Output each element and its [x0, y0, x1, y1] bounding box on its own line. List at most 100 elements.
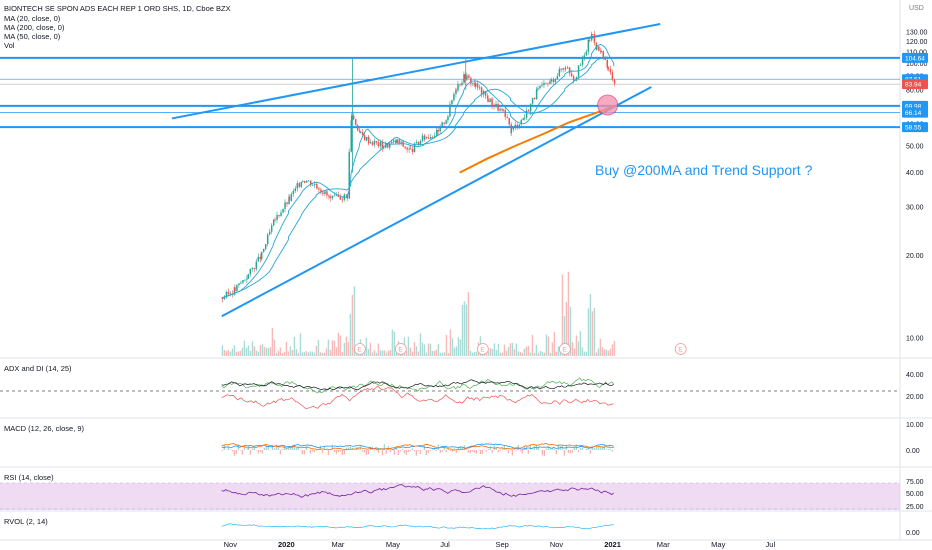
indicator-vol[interactable]: Vol [4, 41, 15, 50]
ma-line-0 [221, 44, 615, 299]
volume-bar [453, 347, 456, 356]
volume-bar [313, 352, 316, 356]
indicator-ma20[interactable]: MA (20, close, 0) [4, 14, 61, 23]
candle-body [259, 256, 262, 260]
candle-body [331, 195, 334, 199]
rsi-y-tick: 75.00 [906, 479, 924, 486]
candle-body [512, 126, 514, 130]
candle-body [322, 192, 324, 194]
x-tick-label: May [386, 540, 400, 549]
candle-body [428, 137, 430, 139]
candle-body [264, 244, 267, 249]
volume-bar [385, 352, 388, 356]
macd-histogram-bar [507, 450, 510, 454]
candle-body [225, 291, 228, 298]
candle-body [348, 151, 350, 199]
candle-body [562, 68, 564, 70]
y-tick-label: 20.00 [906, 253, 924, 260]
candle-body [268, 231, 271, 235]
x-tick-label: Nov [550, 540, 564, 549]
volume-bar [407, 336, 410, 356]
candle-body [408, 148, 410, 150]
earnings-marker-label: E [398, 347, 403, 354]
indicator-ma200[interactable]: MA (200, close, 0) [4, 23, 65, 32]
macd-histogram-bar [513, 448, 516, 450]
macd-histogram-bar [275, 444, 278, 450]
macd-histogram-bar [529, 444, 532, 450]
macd-title[interactable]: MACD (12, 26, close, 9) [4, 424, 85, 433]
macd-histogram-bar [363, 450, 366, 453]
candle-body [326, 191, 328, 196]
adx-title[interactable]: ADX and DI (14, 25) [4, 364, 72, 373]
candle-body [282, 208, 284, 213]
candle-body [242, 280, 244, 283]
candle-body [593, 34, 596, 43]
macd-histogram-bar [567, 450, 570, 453]
macd-histogram-bar [449, 450, 452, 452]
macd-histogram-bar [581, 447, 584, 450]
candle-body [451, 100, 453, 105]
volume-bar [353, 286, 356, 356]
volume-bar [501, 352, 504, 356]
macd-histogram-bar [451, 450, 454, 452]
candle-body [379, 141, 382, 147]
candle-body [441, 122, 443, 127]
candle-body [383, 147, 385, 149]
volume-bar [579, 331, 582, 356]
indicator-ma50[interactable]: MA (50, close, 0) [4, 32, 61, 41]
earnings-marker [674, 343, 687, 355]
candle-body [350, 115, 353, 121]
volume-bar [325, 348, 328, 356]
candle-body [398, 139, 400, 143]
candle-body [598, 46, 600, 51]
volume-bar [499, 352, 502, 356]
volume-bar [423, 344, 426, 356]
macd-histogram-bar [301, 450, 304, 455]
candle-body [236, 285, 238, 291]
macd-histogram-bar [375, 449, 378, 450]
candle-body [415, 142, 418, 144]
volume-bar [525, 346, 528, 356]
candle-body [251, 268, 254, 269]
candle-body [550, 79, 553, 82]
macd-histogram-bar [415, 450, 418, 456]
rvol-line [221, 523, 614, 530]
macd-histogram-bar [399, 450, 402, 452]
volume-bar [519, 352, 522, 356]
volume-bar [539, 350, 542, 356]
candle-body [558, 68, 561, 77]
rsi-title[interactable]: RSI (14, close) [4, 473, 54, 482]
rvol-y-tick: 0.00 [906, 530, 920, 537]
rvol-title[interactable]: RVOL (2, 14) [4, 517, 48, 526]
candle-body [320, 189, 322, 193]
volume-bar [243, 340, 246, 356]
candle-body [463, 74, 465, 83]
volume-bar [291, 349, 294, 356]
candle-body [570, 73, 573, 77]
macd-histogram-bar [343, 450, 346, 455]
volume-bar [297, 352, 300, 356]
candle-body [318, 188, 320, 190]
volume-bar [561, 274, 564, 356]
candle-body [346, 194, 348, 199]
candle-body [533, 98, 536, 100]
volume-bar [315, 346, 318, 356]
macd-histogram-bar [471, 450, 474, 452]
macd-histogram-bar [263, 447, 266, 450]
candle-body [288, 196, 291, 201]
x-tick-label: Mar [657, 540, 670, 549]
candle-body [508, 117, 510, 125]
macd-histogram-bar [333, 450, 336, 453]
candle-body [470, 77, 472, 84]
volume-bar [343, 342, 346, 356]
macd-histogram-bar [475, 450, 478, 454]
volume-bar [605, 349, 608, 356]
macd-histogram-bar [335, 450, 338, 454]
macd-histogram-bar [401, 448, 404, 450]
candle-body [389, 143, 391, 148]
macd-histogram-bar [595, 446, 598, 450]
volume-bar [513, 349, 516, 356]
candle-body [328, 195, 330, 197]
macd-histogram-bar [553, 448, 556, 450]
